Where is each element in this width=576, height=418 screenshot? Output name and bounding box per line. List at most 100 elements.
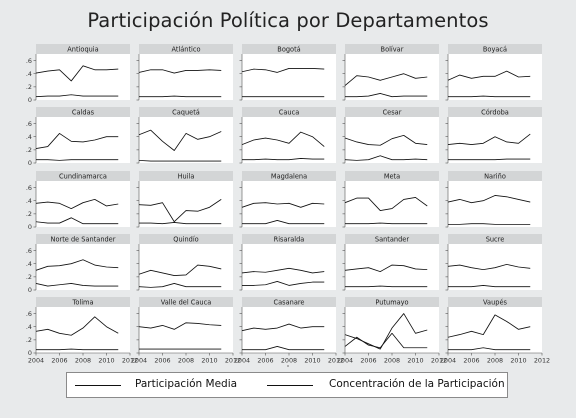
panel-strip-atlantico [139, 44, 233, 54]
y-tick-label: .2 [26, 336, 32, 344]
series-line-media-atlantico [138, 69, 222, 74]
x-tick-label: 2010 [201, 357, 217, 365]
series-line-concentracion-norte-de-santander [35, 283, 119, 287]
x-tick-label: 2008 [384, 357, 400, 365]
y-tick-label: 0 [28, 96, 32, 104]
y-tick-label: 0 [28, 349, 32, 357]
series-line-media-norte-de-santander [35, 259, 119, 271]
series-line-concentracion-boyaca [448, 95, 531, 98]
series-line-concentracion-magdalena [242, 220, 325, 225]
panel-title-caldas: Caldas [72, 109, 95, 117]
panel-title-quindio: Quindío [173, 236, 198, 244]
panel-strip-norte-de-santander [36, 234, 130, 244]
panel-title-risaralda: Risaralda [274, 236, 305, 244]
panel-strip-quindio [139, 234, 233, 244]
series-line-concentracion-bolivar [345, 93, 428, 98]
series-line-concentracion-vaupes [448, 347, 531, 351]
series-line-media-cesar [344, 134, 428, 146]
series-line-concentracion-caldas [36, 159, 119, 161]
panel-strip-putumayo [345, 297, 439, 307]
panel-plot-huila [139, 181, 233, 227]
series-line-media-cordoba [447, 133, 531, 146]
series-line-media-santander [344, 264, 428, 273]
panel-strip-bolivar [345, 44, 439, 54]
panel-strip-bogota [242, 44, 336, 54]
panel-strip-vaupes [448, 297, 542, 307]
series-line-concentracion-huila [139, 221, 222, 225]
panel-plot-antioquia [36, 54, 130, 100]
panel-plot-cordoba [448, 117, 542, 163]
y-tick-label: .2 [26, 83, 32, 91]
x-tick-label: 2006 [360, 357, 376, 365]
panel-title-caqueta: Caquetá [172, 109, 200, 117]
panel-strip-valle-del-cauca [139, 297, 233, 307]
legend-swatch-concentracion [267, 385, 313, 386]
y-tick-label: .6 [26, 57, 32, 65]
panel-strip-caqueta [139, 107, 233, 117]
panel-plot-cauca [242, 117, 336, 163]
series-line-concentracion-quindio [138, 283, 222, 288]
y-tick-label: .4 [26, 323, 32, 331]
y-tick-label: .6 [26, 120, 32, 128]
y-tick-label: .6 [26, 247, 32, 255]
x-tick-label: 2004 [28, 357, 44, 365]
x-tick-label: 2008 [75, 357, 91, 365]
panel-title-atlantico: Atlántico [171, 46, 200, 54]
panel-strip-narino [448, 171, 542, 181]
panel-strip-cundinamarca [36, 171, 130, 181]
panel-title-vaupes: Vaupés [483, 299, 507, 307]
panel-title-bogota: Bogotá [277, 46, 300, 54]
panel-plot-caldas [36, 117, 130, 163]
series-line-concentracion-atlantico [139, 95, 222, 98]
y-tick-label: .4 [26, 197, 32, 205]
panel-title-tolima: Tolima [71, 299, 93, 307]
panel-plot-vaupes [448, 307, 542, 353]
panel-title-cauca: Cauca [279, 109, 300, 117]
x-tick-label: 2010 [510, 357, 526, 365]
panel-plot-bogota [242, 54, 336, 100]
panel-plot-atlantico [139, 54, 233, 100]
series-line-concentracion-antioquia [35, 94, 119, 98]
series-line-media-vaupes [447, 314, 531, 338]
y-tick-label: 0 [28, 223, 32, 231]
panel-title-santander: Santander [375, 236, 409, 244]
series-line-concentracion-narino [448, 223, 531, 225]
panel-plot-caqueta [139, 117, 233, 163]
x-tick-label: 2012 [328, 357, 344, 365]
series-line-media-tolima [35, 316, 119, 336]
legend: Participación Media Concentración de la … [66, 372, 508, 398]
panel-strip-caldas [36, 107, 130, 117]
y-tick-label: .4 [26, 260, 32, 268]
panel-strip-cauca [242, 107, 336, 117]
panel-title-cundinamarca: Cundinamarca [59, 173, 107, 181]
series-line-media-antioquia [35, 65, 119, 82]
x-tick-label: 2008 [281, 357, 297, 365]
panel-plot-meta [345, 181, 439, 227]
y-tick-label: .4 [26, 133, 32, 141]
panel-plot-cundinamarca [36, 181, 130, 227]
panel-plot-tolima [36, 307, 130, 353]
panel-title-sucre: Sucre [486, 236, 505, 244]
panel-plot-narino [448, 181, 542, 227]
x-tick-label: 2008 [487, 357, 503, 365]
panel-title-casanare: Casanare [274, 299, 305, 307]
x-tick-label: 2004 [440, 357, 456, 365]
panel-plot-sucre [448, 244, 542, 290]
chart-title: Participación Política por Departamentos [87, 9, 489, 32]
series-line-media-bogota [241, 68, 325, 73]
panel-strip-sucre [448, 234, 542, 244]
series-line-media-risaralda [241, 267, 325, 274]
legend-swatch-media [75, 385, 121, 386]
panel-title-putumayo: Putumayo [375, 299, 408, 307]
panel-title-bolivar: Bolívar [381, 46, 404, 54]
x-tick-label: 2012 [534, 357, 550, 365]
x-tick-label: 2012 [431, 357, 447, 365]
panel-strip-risaralda [242, 234, 336, 244]
x-tick-label: 2004 [131, 357, 147, 365]
series-line-media-narino [447, 195, 531, 204]
y-tick-label: .6 [26, 184, 32, 192]
panel-plot-quindio [139, 244, 233, 290]
series-line-concentracion-tolima [36, 348, 119, 351]
